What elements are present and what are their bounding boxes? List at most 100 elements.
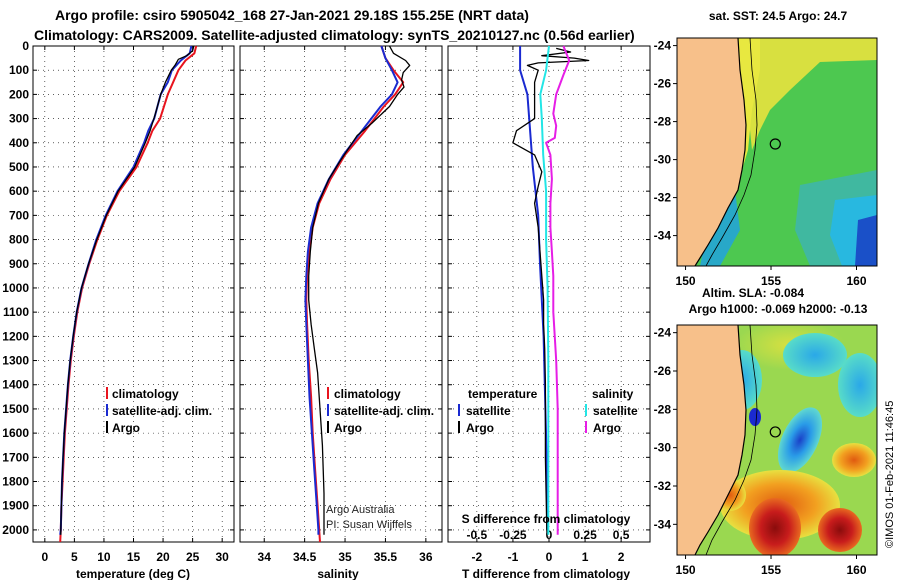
sla-land <box>677 325 746 555</box>
temperature-x-ticks: 0 5 10 15 20 25 30 <box>41 550 229 564</box>
sla-coastline <box>694 325 747 555</box>
salinity-legend: climatology satellite-adj. clim. Argo <box>327 387 434 435</box>
sst-coastline <box>694 38 747 266</box>
series-salinity-satellite <box>539 45 550 535</box>
legend-title-salinity: salinity <box>592 387 634 401</box>
legend-label-climatology: climatology <box>334 387 401 401</box>
depth-tick-label: 1900 <box>2 499 29 513</box>
sla-map-title: Altim. SLA: -0.084 <box>702 286 804 300</box>
lon-tick-label: 160 <box>846 563 866 577</box>
sla-map-ticks: -24 -26 -28 -30 -32 -34 150 155 160 <box>654 326 867 577</box>
legend-swatch-satellite-adj <box>327 404 329 416</box>
series-climatology <box>305 45 405 543</box>
imos-watermark: ©IMOS 01-Feb-2021 11:46:45 <box>884 401 896 548</box>
sst-argo-float-marker <box>769 138 781 150</box>
depth-tick-label: 1500 <box>2 402 29 416</box>
temperature-x-label: temperature (deg C) <box>76 567 190 580</box>
difference-panel: -2 -1 0 1 2 -0.5 -0.25 0 0.25 0.5 T difference f… <box>447 45 651 580</box>
salinity-difference-axis-label: S difference from climatology <box>462 512 631 526</box>
lat-tick-label: -26 <box>654 77 672 91</box>
lon-tick-label: 150 <box>676 563 696 577</box>
sla-blue-eddy <box>777 407 823 473</box>
legend-label-temp-argo: Argo <box>466 421 494 435</box>
sla-red-southeast <box>818 508 862 552</box>
depth-tick-label: 1700 <box>2 450 29 464</box>
depth-tick-label: 2000 <box>2 523 29 537</box>
sla-cyan-north <box>783 333 847 377</box>
depth-tick-label: 300 <box>9 112 29 126</box>
depth-tick-label: 1000 <box>2 281 29 295</box>
sst-coastal-cool <box>700 190 740 266</box>
depth-tick-label: 700 <box>9 208 29 222</box>
x-tick-label: -2 <box>472 550 483 564</box>
x-tick-label: 0 <box>546 550 553 564</box>
lon-tick-label: 155 <box>761 274 781 288</box>
salinity-diff-tick-label: 0 <box>546 528 553 542</box>
depth-tick-label: 100 <box>9 63 29 77</box>
sst-shelf-contour <box>705 38 758 266</box>
legend-swatch-climatology <box>106 387 108 399</box>
salinity-grid <box>240 45 442 542</box>
temperature-series <box>59 45 198 543</box>
depth-tick-label: 1800 <box>2 475 29 489</box>
lon-tick-label: 155 <box>761 563 781 577</box>
legend-label-argo: Argo <box>334 421 362 435</box>
x-tick-label: 10 <box>97 550 111 564</box>
sst-map-ticks: -24 -26 -28 -30 -32 -34 150 155 160 <box>654 39 867 288</box>
lat-tick-label: -30 <box>654 441 672 455</box>
legend-swatch-sal-argo <box>585 421 587 433</box>
lat-tick-label: -32 <box>654 479 672 493</box>
depth-tick-label: 600 <box>9 184 29 198</box>
lat-tick-label: -24 <box>654 39 672 53</box>
lat-tick-label: -26 <box>654 364 672 378</box>
sla-red-eddy <box>749 498 801 555</box>
credits-line-1: Argo Australia <box>326 504 395 516</box>
lon-tick-label: 160 <box>846 274 866 288</box>
lat-tick-label: -34 <box>654 229 672 243</box>
difference-x-label: T difference from climatology <box>462 567 630 580</box>
sla-coastal-blue <box>749 408 761 426</box>
x-tick-label: 30 <box>215 550 229 564</box>
legend-label-temp-satellite: satellite <box>466 404 511 418</box>
sla-map-subtitle: Argo h1000: -0.069 h2000: -0.13 <box>689 302 868 316</box>
series-satellite-adj-clim- <box>59 45 193 535</box>
lat-tick-label: -32 <box>654 191 672 205</box>
depth-tick-label: 900 <box>9 257 29 271</box>
legend-swatch-satellite-adj <box>106 404 108 416</box>
legend-label-satellite-adj: satellite-adj. clim. <box>112 404 212 418</box>
depth-tick-label: 400 <box>9 136 29 150</box>
difference-series <box>512 45 590 535</box>
depth-tick-label: 500 <box>9 160 29 174</box>
legend-swatch-temp-argo <box>458 421 460 433</box>
salinity-diff-tick-label: 0.5 <box>613 528 630 542</box>
lat-tick-label: -28 <box>654 115 672 129</box>
x-tick-label: -1 <box>508 550 519 564</box>
x-tick-label: 1 <box>582 550 589 564</box>
sla-shelf-contour <box>705 325 758 555</box>
lat-tick-label: -28 <box>654 402 672 416</box>
series-temperature-argo <box>512 47 590 535</box>
depth-tick-label: 1100 <box>3 305 29 319</box>
legend-label-argo: Argo <box>112 421 140 435</box>
sst-map-title: sat. SST: 24.5 Argo: 24.7 <box>709 9 848 23</box>
salinity-diff-tick-label: -0.25 <box>499 528 527 542</box>
temperature-legend: climatology satellite-adj. clim. Argo <box>106 387 212 435</box>
x-tick-label: 0 <box>41 550 48 564</box>
x-tick-label: 20 <box>156 550 170 564</box>
sst-cold-corner <box>855 215 877 266</box>
x-tick-label: 25 <box>186 550 200 564</box>
legend-swatch-sal-satellite <box>585 404 587 416</box>
legend-label-satellite-adj: satellite-adj. clim. <box>334 404 434 418</box>
legend-label-sal-argo: Argo <box>593 421 621 435</box>
depth-tick-label: 800 <box>9 233 29 247</box>
salinity-x-label: salinity <box>317 567 359 580</box>
salinity-diff-tick-label: -0.5 <box>467 528 488 542</box>
depth-tick-label: 1400 <box>2 378 29 392</box>
sla-map-frame <box>676 324 878 556</box>
difference-x-ticks: -2 -1 0 1 2 <box>472 550 625 564</box>
sst-map-panel: sat. SST: 24.5 Argo: 24.7 <box>654 9 878 288</box>
lat-tick-label: -30 <box>654 153 672 167</box>
salinity-plot-frame <box>239 45 443 543</box>
x-tick-label: 35 <box>338 550 352 564</box>
